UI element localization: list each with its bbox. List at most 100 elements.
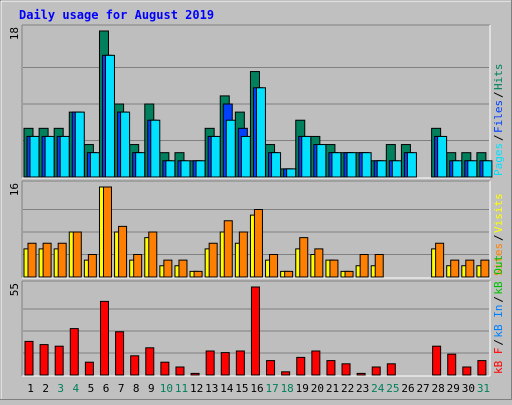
legend-separator: /: [492, 296, 505, 303]
bar-kb-f-day-28: [432, 345, 442, 376]
bar-pages-day-9: [150, 119, 161, 178]
bar-kb-f-day-23: [356, 372, 366, 376]
bar-kb-f-day-1: [24, 340, 34, 376]
x-tick-label-day-31: 31: [477, 382, 490, 395]
bar-pages-day-30: [467, 160, 478, 178]
legend-separator: /: [492, 134, 505, 141]
legend-visits: Visits: [492, 193, 505, 233]
bar-sites-day-23: [359, 254, 369, 278]
x-tick-label-day-19: 19: [296, 382, 309, 395]
bar-sites-day-30: [465, 259, 475, 278]
legend-kb-in: kB In: [492, 304, 505, 337]
bar-pages-day-31: [482, 160, 493, 178]
bar-pages-day-13: [210, 135, 221, 178]
bar-kb-f-day-10: [160, 361, 170, 376]
x-axis-day-labels: 1 2 3 4 5 6 7 8 9 10 11 12 13 14 15 16 17 18 19 20 21 22 23 24 2…: [27, 382, 490, 395]
bar-sites-day-14: [223, 220, 233, 278]
bar-kb-f-day-4: [69, 328, 79, 376]
bar-pages-day-22: [346, 152, 357, 178]
bar-sites-day-18: [284, 270, 294, 278]
bar-kb-f-day-8: [130, 355, 140, 376]
bar-sites-day-2: [42, 242, 52, 278]
bar-pages-day-23: [361, 152, 372, 178]
bar-sites-day-6: [102, 186, 112, 278]
bar-kb-f-day-11: [175, 366, 185, 376]
legend-sites: Sites: [492, 243, 505, 276]
bar-sites-day-31: [480, 259, 490, 278]
legend-pages: Pages: [492, 143, 505, 176]
legend-kb-f: kB F: [492, 348, 505, 375]
bar-pages-day-8: [135, 152, 146, 178]
bar-kb-f-day-20: [311, 350, 321, 376]
bar-sites-day-8: [133, 254, 143, 278]
bar-sites-day-13: [208, 242, 218, 278]
bar-kb-f-day-2: [39, 344, 49, 376]
bar-sites-day-4: [72, 231, 82, 278]
bar-kb-f-day-15: [235, 350, 245, 376]
bar-sites-day-22: [344, 270, 354, 278]
bar-pages-day-2: [44, 135, 55, 178]
bar-sites-day-7: [118, 225, 128, 278]
legend-separator: /: [492, 234, 505, 241]
bar-kb-f-day-29: [447, 353, 457, 376]
legend-hits: Hits: [492, 64, 505, 91]
panel-legend: Pages/Files/Hits: [492, 64, 505, 177]
bar-sites-day-20: [314, 248, 324, 278]
bar-sites-day-10: [163, 259, 173, 278]
bar-pages-day-20: [316, 144, 327, 178]
x-tick-label-day-25: 25: [386, 382, 399, 395]
bar-pages-day-15: [240, 135, 251, 178]
x-tick-label-day-24: 24: [371, 382, 385, 395]
x-tick-label-day-7: 7: [118, 382, 125, 395]
bar-pages-day-12: [195, 160, 206, 178]
bar-pages-day-24: [376, 160, 387, 178]
bar-sites-day-29: [450, 259, 460, 278]
bar-kb-f-day-13: [205, 350, 215, 376]
bar-sites-day-21: [329, 259, 339, 278]
bar-pages-day-21: [331, 152, 342, 178]
x-tick-label-day-20: 20: [311, 382, 324, 395]
legend-kb-out: kB Out: [492, 255, 505, 295]
bar-pages-day-29: [452, 160, 463, 178]
x-tick-label-day-12: 12: [190, 382, 203, 395]
bar-kb-f-day-3: [54, 345, 64, 376]
bar-kb-f-day-17: [266, 360, 276, 376]
bar-pages-day-18: [286, 168, 297, 178]
bar-kb-f-day-12: [190, 372, 200, 376]
x-tick-label-day-30: 30: [462, 382, 475, 395]
x-tick-label-day-11: 11: [175, 382, 188, 395]
bar-kb-f-day-24: [371, 366, 381, 376]
x-tick-label-day-2: 2: [42, 382, 49, 395]
bar-pages-day-1: [29, 135, 40, 178]
bar-pages-day-5: [89, 152, 100, 178]
bar-kb-f-day-30: [462, 366, 472, 376]
bar-pages-day-7: [120, 111, 131, 178]
bar-sites-day-1: [27, 242, 37, 278]
bar-sites-day-11: [178, 259, 188, 278]
bar-sites-day-3: [57, 242, 67, 278]
y-axis-max-label: 18: [8, 27, 21, 40]
bar-kb-f-day-18: [281, 371, 291, 376]
panel-visits: 16 Sites /Visits: [8, 180, 505, 279]
x-tick-label-day-6: 6: [103, 382, 110, 395]
x-tick-label-day-17: 17: [265, 382, 278, 395]
bar-kb-f-day-14: [220, 352, 230, 376]
bar-pages-day-14: [225, 119, 236, 178]
bar-kb-f-day-9: [145, 347, 155, 376]
bar-pages-day-3: [59, 135, 70, 178]
bar-kb-f-day-16: [250, 286, 260, 376]
y-axis-max-label: 55: [8, 283, 21, 296]
x-tick-label-day-5: 5: [88, 382, 95, 395]
bar-pages-day-28: [437, 135, 448, 178]
panel-legend: Sites /Visits: [492, 193, 505, 276]
x-tick-label-day-28: 28: [432, 382, 445, 395]
bar-sites-day-17: [269, 254, 279, 278]
bar-pages-day-19: [301, 135, 312, 178]
bar-kb-f-day-25: [386, 363, 396, 376]
bar-sites-day-19: [299, 237, 309, 278]
x-tick-label-day-4: 4: [73, 382, 80, 395]
x-tick-label-day-8: 8: [133, 382, 140, 395]
bar-sites-day-16: [253, 209, 263, 278]
